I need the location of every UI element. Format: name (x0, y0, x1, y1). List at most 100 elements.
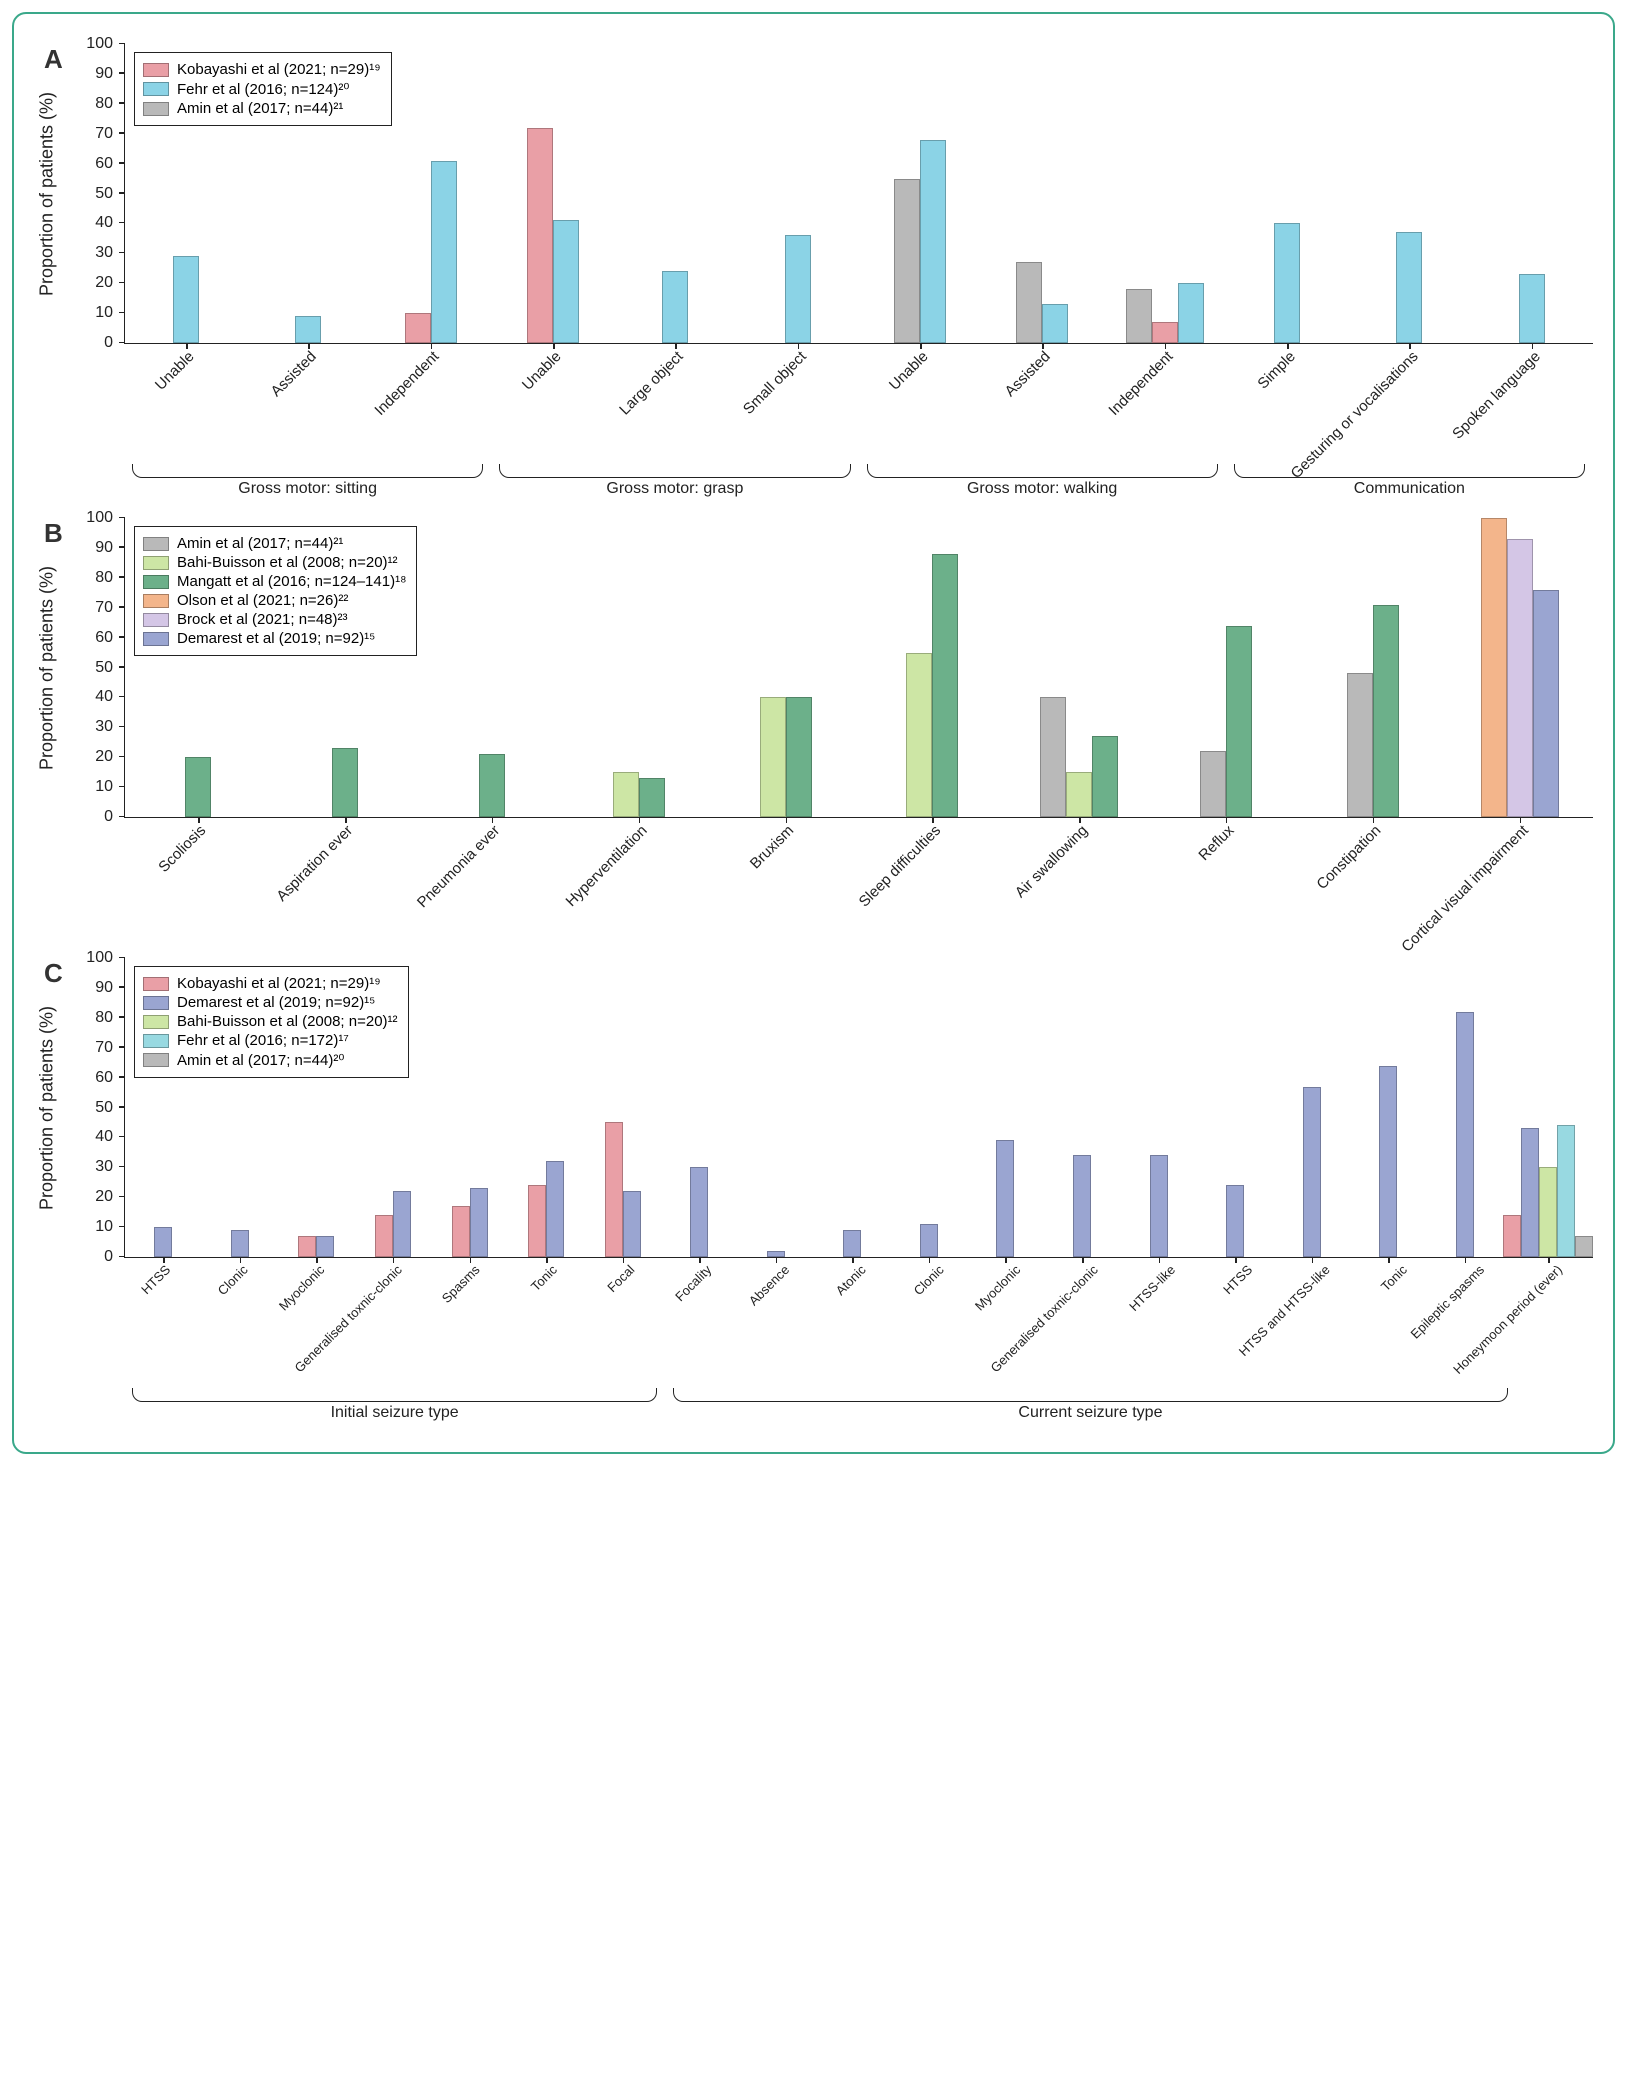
group-label: Initial seizure type (124, 1404, 665, 1422)
x-label-text: Atonic (833, 1262, 869, 1298)
x-label: HTSS-like (1129, 1258, 1206, 1388)
panel-c-groups: Initial seizure typeCurrent seizure type (124, 1388, 1593, 1432)
bar (1152, 322, 1178, 343)
y-tick-label: 20 (65, 1188, 113, 1206)
x-label-text: Independent (371, 348, 442, 419)
y-tick-label: 100 (65, 35, 113, 53)
y-tick (119, 546, 125, 548)
x-label: Absence (743, 1258, 820, 1388)
legend-swatch (143, 1015, 169, 1029)
bar (393, 1191, 411, 1257)
panel-b-label: B (44, 518, 63, 549)
y-tick (119, 1106, 125, 1108)
x-label: Cortical visual impairment (1446, 818, 1593, 948)
x-label-text: Focal (604, 1262, 637, 1295)
bar (470, 1188, 488, 1257)
category-slot (1350, 958, 1427, 1257)
bar (605, 1122, 623, 1257)
x-label-text: Myoclonic (276, 1262, 327, 1313)
y-tick-label: 80 (65, 95, 113, 113)
legend-item: Fehr et al (2016; n=124)²⁰ (143, 80, 381, 98)
x-label: Focality (665, 1258, 742, 1388)
y-tick (119, 1076, 125, 1078)
legend-item: Amin et al (2017; n=44)²⁰ (143, 1051, 398, 1069)
bar (298, 1236, 316, 1257)
category-slot (1197, 958, 1274, 1257)
group-brace (499, 464, 850, 478)
y-tick-label: 100 (65, 509, 113, 527)
y-tick-label: 60 (65, 1069, 113, 1087)
x-label-text: Reflux (1196, 822, 1238, 864)
category-slot (712, 518, 859, 817)
x-label-text: HTSS (138, 1262, 173, 1297)
legend-item: Kobayashi et al (2021; n=29)¹⁹ (143, 975, 398, 992)
category-slot (1503, 958, 1593, 1257)
x-label-text: Unable (519, 348, 565, 394)
category-slot (859, 518, 1006, 817)
bar (1347, 673, 1373, 817)
y-tick-label: 80 (65, 569, 113, 587)
x-label: Unable (859, 344, 981, 464)
legend-item: Amin et al (2017; n=44)²¹ (143, 100, 381, 117)
x-label: Unable (491, 344, 613, 464)
y-tick-label: 0 (65, 808, 113, 826)
bar (1150, 1155, 1168, 1257)
panel-c: C Kobayashi et al (2021; n=29)¹⁹Demarest… (34, 958, 1593, 1432)
x-label: Assisted (981, 344, 1103, 464)
bar (1073, 1155, 1091, 1257)
bar (1456, 1012, 1474, 1257)
y-tick-label: 90 (65, 65, 113, 83)
y-tick-label: 0 (65, 334, 113, 352)
legend-swatch (143, 575, 169, 589)
x-label-text: Focality (672, 1262, 714, 1304)
bar (1040, 697, 1066, 817)
legend-text: Fehr et al (2016; n=124)²⁰ (177, 80, 349, 98)
x-label: Gesturing or vocalisations (1348, 344, 1470, 464)
category-slot (661, 958, 738, 1257)
y-tick-label: 10 (65, 778, 113, 796)
y-tick (119, 606, 125, 608)
bar (623, 1191, 641, 1257)
x-label-text: Small object (740, 348, 810, 418)
x-label-text: Spasms (439, 1262, 483, 1306)
category-slot (738, 958, 815, 1257)
x-label: Spoken language (1471, 344, 1593, 464)
y-tick-label: 10 (65, 304, 113, 322)
bar (932, 554, 958, 817)
category-slot (1153, 518, 1300, 817)
bar (1226, 1185, 1244, 1257)
legend-text: Olson et al (2021; n=26)²² (177, 592, 348, 609)
y-tick-label: 70 (65, 1039, 113, 1057)
x-label: Clonic (201, 1258, 278, 1388)
legend-swatch (143, 632, 169, 646)
y-tick-label: 60 (65, 629, 113, 647)
bar (479, 754, 505, 817)
panel-a-label: A (44, 44, 63, 75)
legend-text: Bahi-Buisson et al (2008; n=20)¹² (177, 554, 398, 571)
x-label: Air swallowing (1005, 818, 1152, 948)
x-label: HTSS and HTSS-like (1284, 1258, 1361, 1388)
bar (1178, 283, 1204, 343)
group: Gross motor: grasp (491, 464, 858, 508)
bar (295, 316, 321, 343)
panel-a-xlabels: Unable Assisted Independent Unable Large obj… (124, 344, 1593, 464)
category-slot (419, 518, 566, 817)
y-tick (119, 1016, 125, 1018)
y-tick (119, 162, 125, 164)
category-slot (814, 958, 891, 1257)
x-label: Generalised toxnic-clonic (356, 1258, 433, 1388)
y-tick (119, 636, 125, 638)
x-label-text: Large object (617, 348, 687, 418)
y-tick (119, 986, 125, 988)
category-slot (1427, 958, 1504, 1257)
bar (546, 1161, 564, 1257)
y-tick (119, 132, 125, 134)
bar (1539, 1167, 1557, 1257)
category-slot (508, 958, 585, 1257)
x-label: Small object (736, 344, 858, 464)
x-label-text: Unable (886, 348, 932, 394)
y-tick (119, 252, 125, 254)
y-tick (119, 1196, 125, 1198)
y-tick-label: 40 (65, 688, 113, 706)
x-label-text: Tonic (528, 1262, 560, 1294)
